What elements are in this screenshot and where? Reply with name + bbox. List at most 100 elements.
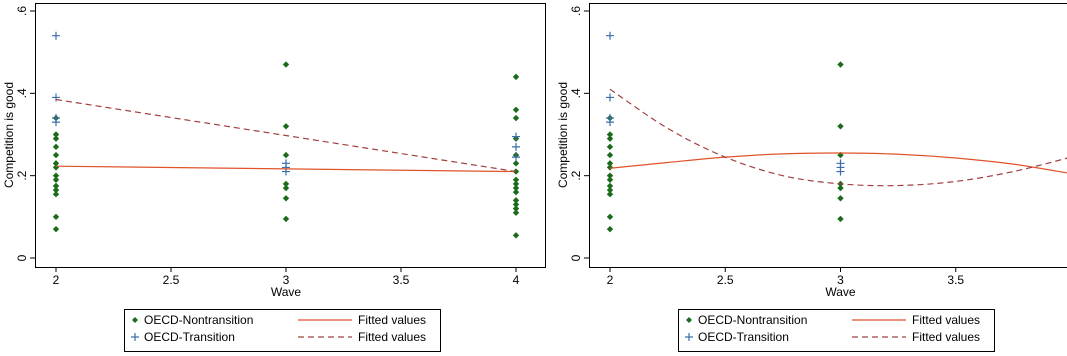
x-tick-label: 2 [607,273,614,287]
data-point-nontransition [606,164,614,171]
data-point-nontransition [512,205,520,212]
legend-marker-plus [131,333,139,341]
y-tick-label: .6 [569,6,583,16]
data-point-nontransition [606,135,614,142]
data-point-nontransition [837,215,844,223]
y-axis-label: Competition is good [2,82,16,188]
data-point-nontransition [512,114,520,122]
y-tick-label: 0 [569,254,583,261]
data-point-transition [606,118,614,127]
legend-label: OECD-Nontransition [698,313,807,327]
data-point-transition [512,142,520,151]
data-point-nontransition [52,186,60,194]
data-point-transition [512,153,520,162]
legend-label: OECD-Transition [144,330,235,344]
data-point-nontransition [837,195,844,202]
data-point-nontransition [512,184,520,192]
data-point-nontransition [52,131,60,138]
x-axis-label: Wave [271,285,302,299]
chart-panel-2: 0 .2 .4 .6 Competition is good 2 2.5 3 3.5 Wave OE… [556,3,1067,352]
fitted-line-transition [55,98,517,173]
fitted-line-nontransition [609,152,1067,174]
data-point-transition [512,132,520,141]
x-tick-label: 3 [283,273,290,287]
data-point-nontransition [282,184,290,192]
data-point-nontransition [52,213,60,221]
legend-box [678,309,995,352]
data-point-nontransition [282,61,290,68]
y-tick-label: .2 [15,170,29,180]
data-point-nontransition [512,209,520,216]
plot-frame [35,3,546,268]
data-point-nontransition [512,201,520,208]
data-point-nontransition [606,131,614,138]
y-axis-label: Competition is good [556,82,570,188]
legend-marker-plus [685,333,693,341]
series-layer [52,31,520,239]
plot-frame [589,3,1067,268]
data-point-nontransition [52,151,60,159]
fitted-line-nontransition [55,165,517,173]
series-layer [606,31,1067,233]
data-point-nontransition [606,143,614,151]
data-point-nontransition [606,190,614,198]
data-point-nontransition [52,143,60,151]
data-point-nontransition [606,186,614,194]
x-tick-label: 3.5 [947,273,964,287]
data-point-transition [606,31,614,40]
legend-marker-diamond [686,317,692,323]
data-point-nontransition [282,123,290,130]
legend: OECD-Nontransition Fitted values OECD-Tran… [124,309,441,352]
data-point-transition [52,31,60,40]
data-point-nontransition [606,176,614,183]
x-tick-label: 4 [513,273,520,287]
data-point-nontransition [52,190,60,198]
data-point-nontransition [512,73,520,81]
data-point-nontransition [512,232,520,239]
data-point-nontransition [52,225,60,233]
fitted-line-transition [609,88,1067,187]
y-tick-label: .6 [15,6,29,16]
legend-label: Fitted values [912,313,980,327]
legend-marker-diamond [132,317,138,323]
data-point-nontransition [512,180,520,188]
data-point-nontransition [52,182,60,190]
x-tick-label: 2.5 [717,273,734,287]
data-point-nontransition [52,135,60,142]
data-point-nontransition [282,180,290,188]
data-point-nontransition [606,160,614,167]
data-point-nontransition [52,160,60,167]
x-tick-label: 3 [837,273,844,287]
data-point-nontransition [512,160,520,167]
y-tick-label: .4 [569,88,583,98]
data-point-nontransition [606,225,614,233]
y-tick-label: .2 [569,170,583,180]
legend-label: Fitted values [912,330,980,344]
data-point-nontransition [512,176,520,183]
data-point-nontransition [606,182,614,190]
data-point-nontransition [606,172,614,179]
x-tick-label: 3.5 [393,273,410,287]
legend-label: Fitted values [358,313,426,327]
data-point-nontransition [606,151,614,159]
legend-label: OECD-Nontransition [144,313,253,327]
data-point-nontransition [606,213,614,221]
data-point-transition [52,118,60,127]
y-tick-label: .4 [15,88,29,98]
legend-box [124,309,441,352]
x-tick-label: 2.5 [163,273,180,287]
data-point-nontransition [52,172,60,179]
legend-label: Fitted values [358,330,426,344]
y-tick-label: 0 [15,254,29,261]
data-point-nontransition [512,188,520,196]
legend-label: OECD-Transition [698,330,789,344]
data-point-nontransition [52,176,60,183]
data-point-nontransition [837,61,844,68]
data-point-transition [52,93,60,102]
data-point-nontransition [282,215,290,223]
data-point-transition [836,167,845,176]
data-point-nontransition [282,151,290,159]
data-point-nontransition [512,197,520,204]
data-point-nontransition [282,195,290,202]
